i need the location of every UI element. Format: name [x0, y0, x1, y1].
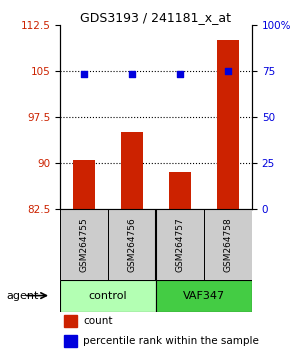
FancyBboxPatch shape — [109, 209, 155, 280]
Title: GDS3193 / 241181_x_at: GDS3193 / 241181_x_at — [80, 11, 232, 24]
Point — [178, 72, 182, 77]
Text: percentile rank within the sample: percentile rank within the sample — [83, 336, 259, 346]
Bar — [121, 132, 143, 209]
Point — [130, 72, 134, 77]
Text: control: control — [89, 291, 127, 301]
Bar — [64, 335, 77, 347]
Text: GSM264755: GSM264755 — [80, 217, 88, 272]
FancyBboxPatch shape — [205, 209, 251, 280]
Point — [226, 68, 230, 74]
FancyBboxPatch shape — [157, 209, 203, 280]
Bar — [217, 40, 239, 209]
Bar — [73, 160, 95, 209]
Point — [82, 72, 86, 77]
FancyBboxPatch shape — [61, 209, 107, 280]
Text: agent: agent — [6, 291, 38, 301]
Text: GSM264757: GSM264757 — [176, 217, 184, 272]
Text: GSM264756: GSM264756 — [128, 217, 136, 272]
Bar — [169, 172, 191, 209]
Text: VAF347: VAF347 — [183, 291, 225, 301]
FancyBboxPatch shape — [157, 280, 251, 312]
Bar — [64, 315, 77, 327]
Text: GSM264758: GSM264758 — [224, 217, 232, 272]
Text: count: count — [83, 316, 112, 326]
FancyBboxPatch shape — [61, 280, 155, 312]
